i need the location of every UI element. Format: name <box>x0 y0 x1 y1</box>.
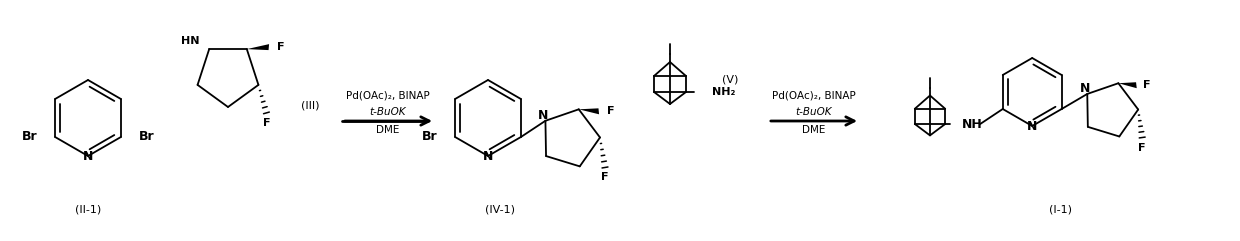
Polygon shape <box>579 108 599 114</box>
Text: DME: DME <box>802 125 826 135</box>
Text: N: N <box>482 149 494 162</box>
Text: N: N <box>1080 82 1090 95</box>
Text: N: N <box>538 109 548 122</box>
Polygon shape <box>247 44 269 50</box>
Text: N: N <box>83 149 93 162</box>
Text: NH: NH <box>962 118 982 130</box>
Text: t-BuOK: t-BuOK <box>796 107 832 117</box>
Text: F: F <box>601 173 609 182</box>
Text: (I-1): (I-1) <box>1049 205 1071 215</box>
Text: Pd(OAc)₂, BINAP: Pd(OAc)₂, BINAP <box>346 90 430 100</box>
Text: DME: DME <box>376 125 399 135</box>
Text: (V): (V) <box>722 75 738 85</box>
Text: (II-1): (II-1) <box>74 205 102 215</box>
Text: t-BuOK: t-BuOK <box>370 107 407 117</box>
Text: (IV-1): (IV-1) <box>485 205 515 215</box>
Text: F: F <box>606 106 614 116</box>
Text: Pd(OAc)₂, BINAP: Pd(OAc)₂, BINAP <box>773 90 856 100</box>
Text: HN: HN <box>181 36 200 46</box>
Text: Br: Br <box>139 130 155 143</box>
Text: Br: Br <box>21 130 37 143</box>
Text: N: N <box>1027 120 1038 133</box>
Text: Br: Br <box>422 130 436 143</box>
Text: F: F <box>277 42 284 52</box>
Text: NH₂: NH₂ <box>712 87 735 97</box>
Text: F: F <box>1138 142 1146 153</box>
Text: F: F <box>263 118 270 128</box>
Text: (III): (III) <box>301 100 319 110</box>
Polygon shape <box>1118 82 1137 88</box>
Text: F: F <box>1143 80 1151 90</box>
